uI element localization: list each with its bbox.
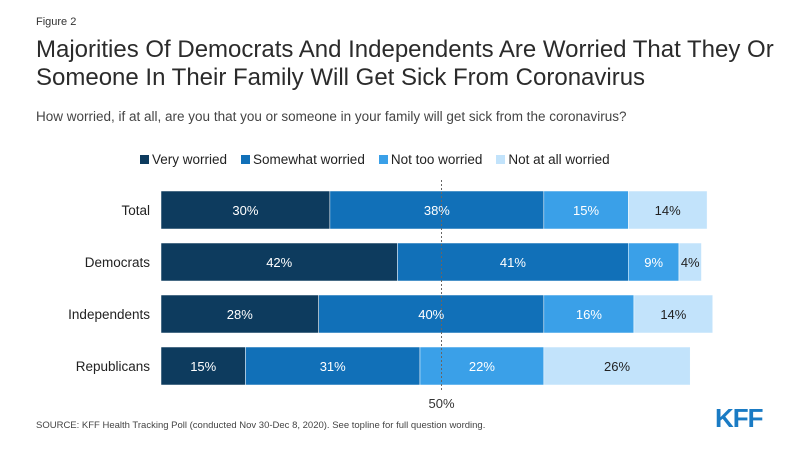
bar-segment: [318, 294, 545, 334]
bar-segment: [543, 294, 635, 334]
bar-segment: [160, 190, 331, 230]
legend-label: Very worried: [152, 152, 228, 167]
bar-segment: [628, 190, 708, 230]
bar-segment: [329, 190, 545, 230]
legend-label: Not at all worried: [508, 152, 610, 167]
data-label: 4%: [681, 255, 700, 270]
legend-swatch: [378, 155, 388, 164]
bar-segment: [633, 294, 713, 334]
legend-item: Not at all worried: [496, 152, 610, 167]
data-label: 14%: [660, 307, 686, 322]
bar-segment: [245, 346, 421, 386]
chart-subtitle: How worried, if at all, are you that you…: [36, 109, 627, 124]
data-label: 26%: [604, 359, 630, 374]
category-label: Democrats: [85, 255, 151, 270]
bar-segment: [397, 242, 629, 282]
data-label: 31%: [320, 359, 346, 374]
legend-swatch: [496, 155, 506, 164]
data-label: 22%: [469, 359, 495, 374]
data-label: 15%: [573, 203, 599, 218]
category-label: Total: [121, 203, 150, 218]
figure-label: Figure 2: [36, 16, 77, 28]
data-label: 15%: [190, 359, 216, 374]
legend-label: Somewhat worried: [253, 152, 365, 167]
source-note: SOURCE: KFF Health Tracking Poll (conduc…: [36, 420, 486, 431]
bar-segment: [160, 242, 398, 282]
category-label: Republicans: [76, 359, 151, 374]
legend-item: Not too worried: [378, 152, 483, 167]
bar-segment: [678, 242, 702, 282]
kff-logo: KFF: [715, 403, 764, 433]
data-label: 9%: [644, 255, 663, 270]
data-label: 14%: [655, 203, 681, 218]
legend-swatch: [241, 155, 251, 164]
data-label: 16%: [576, 307, 602, 322]
data-label: 28%: [227, 307, 253, 322]
reference-line-label: 50%: [428, 396, 454, 411]
data-label: 30%: [232, 203, 258, 218]
legend-item: Very worried: [140, 152, 227, 167]
legend-label: Not too worried: [390, 152, 483, 167]
data-label: 38%: [424, 203, 450, 218]
legend-item: Somewhat worried: [241, 152, 365, 167]
bar-segment: [419, 346, 545, 386]
bar-segment: [543, 190, 629, 230]
bar-segment: [160, 294, 319, 334]
legend-swatch: [140, 155, 149, 164]
category-label: Independents: [68, 307, 150, 322]
legend: Very worried Somewhat worried Not too worr…: [140, 152, 610, 167]
bar-segment: [543, 346, 691, 386]
bar-segment: [160, 346, 246, 386]
data-label: 42%: [266, 255, 292, 270]
data-label: 40%: [418, 307, 444, 322]
data-label: 41%: [500, 255, 526, 270]
chart-title: Majorities Of Democrats And Independents…: [36, 36, 774, 91]
